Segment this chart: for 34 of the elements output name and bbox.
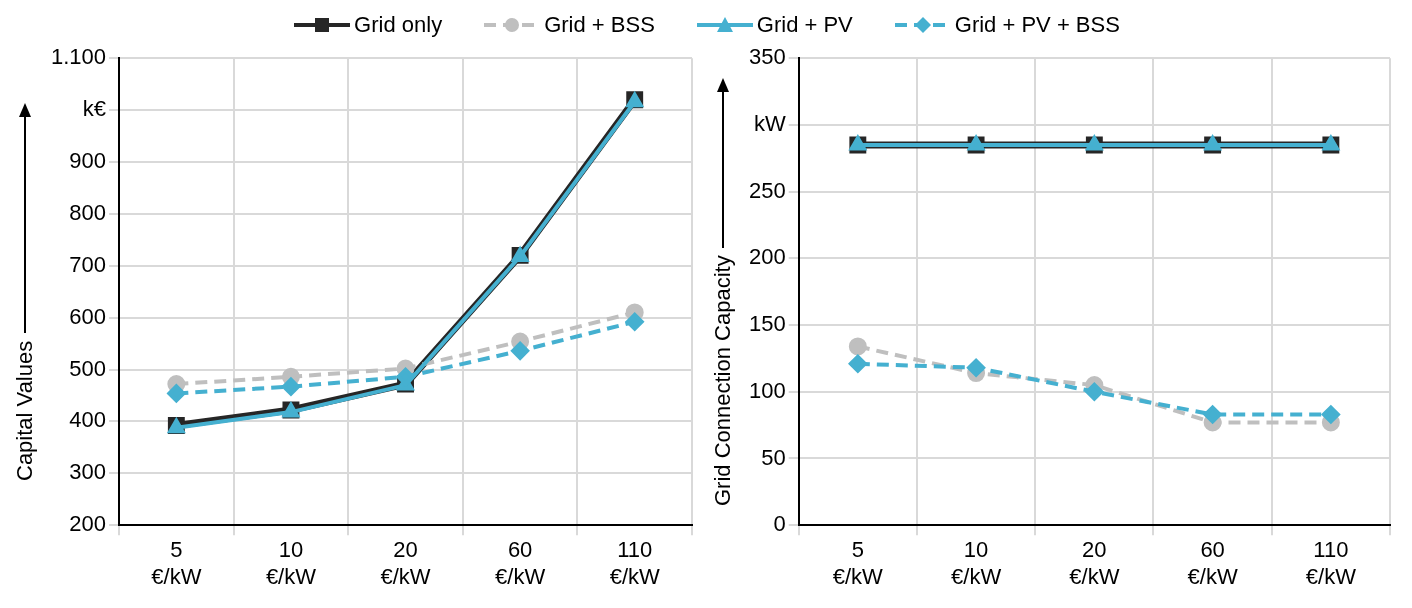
x-tick-label: 110 €/kW	[1305, 537, 1357, 589]
x-tick-label: 60 €/kW	[495, 537, 546, 589]
x-tick-label: 5 €/kW	[832, 537, 884, 589]
legend-label: Grid only	[354, 12, 443, 38]
y-tick-label: 900	[69, 148, 107, 174]
y-tick-label: 0	[773, 511, 786, 537]
y-tick-label: 800	[69, 199, 107, 225]
y-tick-label: 600	[69, 303, 107, 329]
y-tick-label: 250	[748, 177, 786, 203]
x-tick-label: 20 €/kW	[1069, 537, 1120, 589]
x-tick-label: 10 €/kW	[951, 537, 1002, 589]
y-tick-label: 300	[69, 459, 107, 485]
y-tick-label: 200	[748, 244, 786, 270]
y-tick-label: 200	[69, 511, 107, 537]
y-tick-label: kW	[753, 110, 786, 136]
legend-label: Grid + PV	[756, 12, 853, 38]
legend-label: Grid + BSS	[544, 12, 655, 38]
x-tick-label: 110 €/kW	[609, 537, 660, 589]
y-tick-label: 50	[761, 444, 786, 470]
y-axis-title: Capital Values	[12, 340, 38, 482]
x-tick-label: 5 €/kW	[151, 537, 202, 589]
x-tick-label: 60 €/kW	[1187, 537, 1238, 589]
legend-label: Grid + PV + BSS	[954, 12, 1120, 38]
y-axis-title: Grid Connection Capacity	[710, 255, 736, 507]
x-tick-label: 10 €/kW	[265, 537, 317, 589]
y-tick-label: k€	[82, 96, 107, 122]
y-tick-label: 700	[69, 251, 107, 277]
y-tick-label: 500	[69, 355, 107, 381]
y-tick-label: 150	[748, 311, 786, 337]
y-tick-label: 100	[748, 377, 786, 403]
y-tick-label: 350	[748, 44, 786, 70]
y-tick-label: 1.100	[50, 44, 107, 70]
y-tick-label: 400	[69, 407, 107, 433]
x-tick-label: 20 €/kW	[380, 537, 431, 589]
